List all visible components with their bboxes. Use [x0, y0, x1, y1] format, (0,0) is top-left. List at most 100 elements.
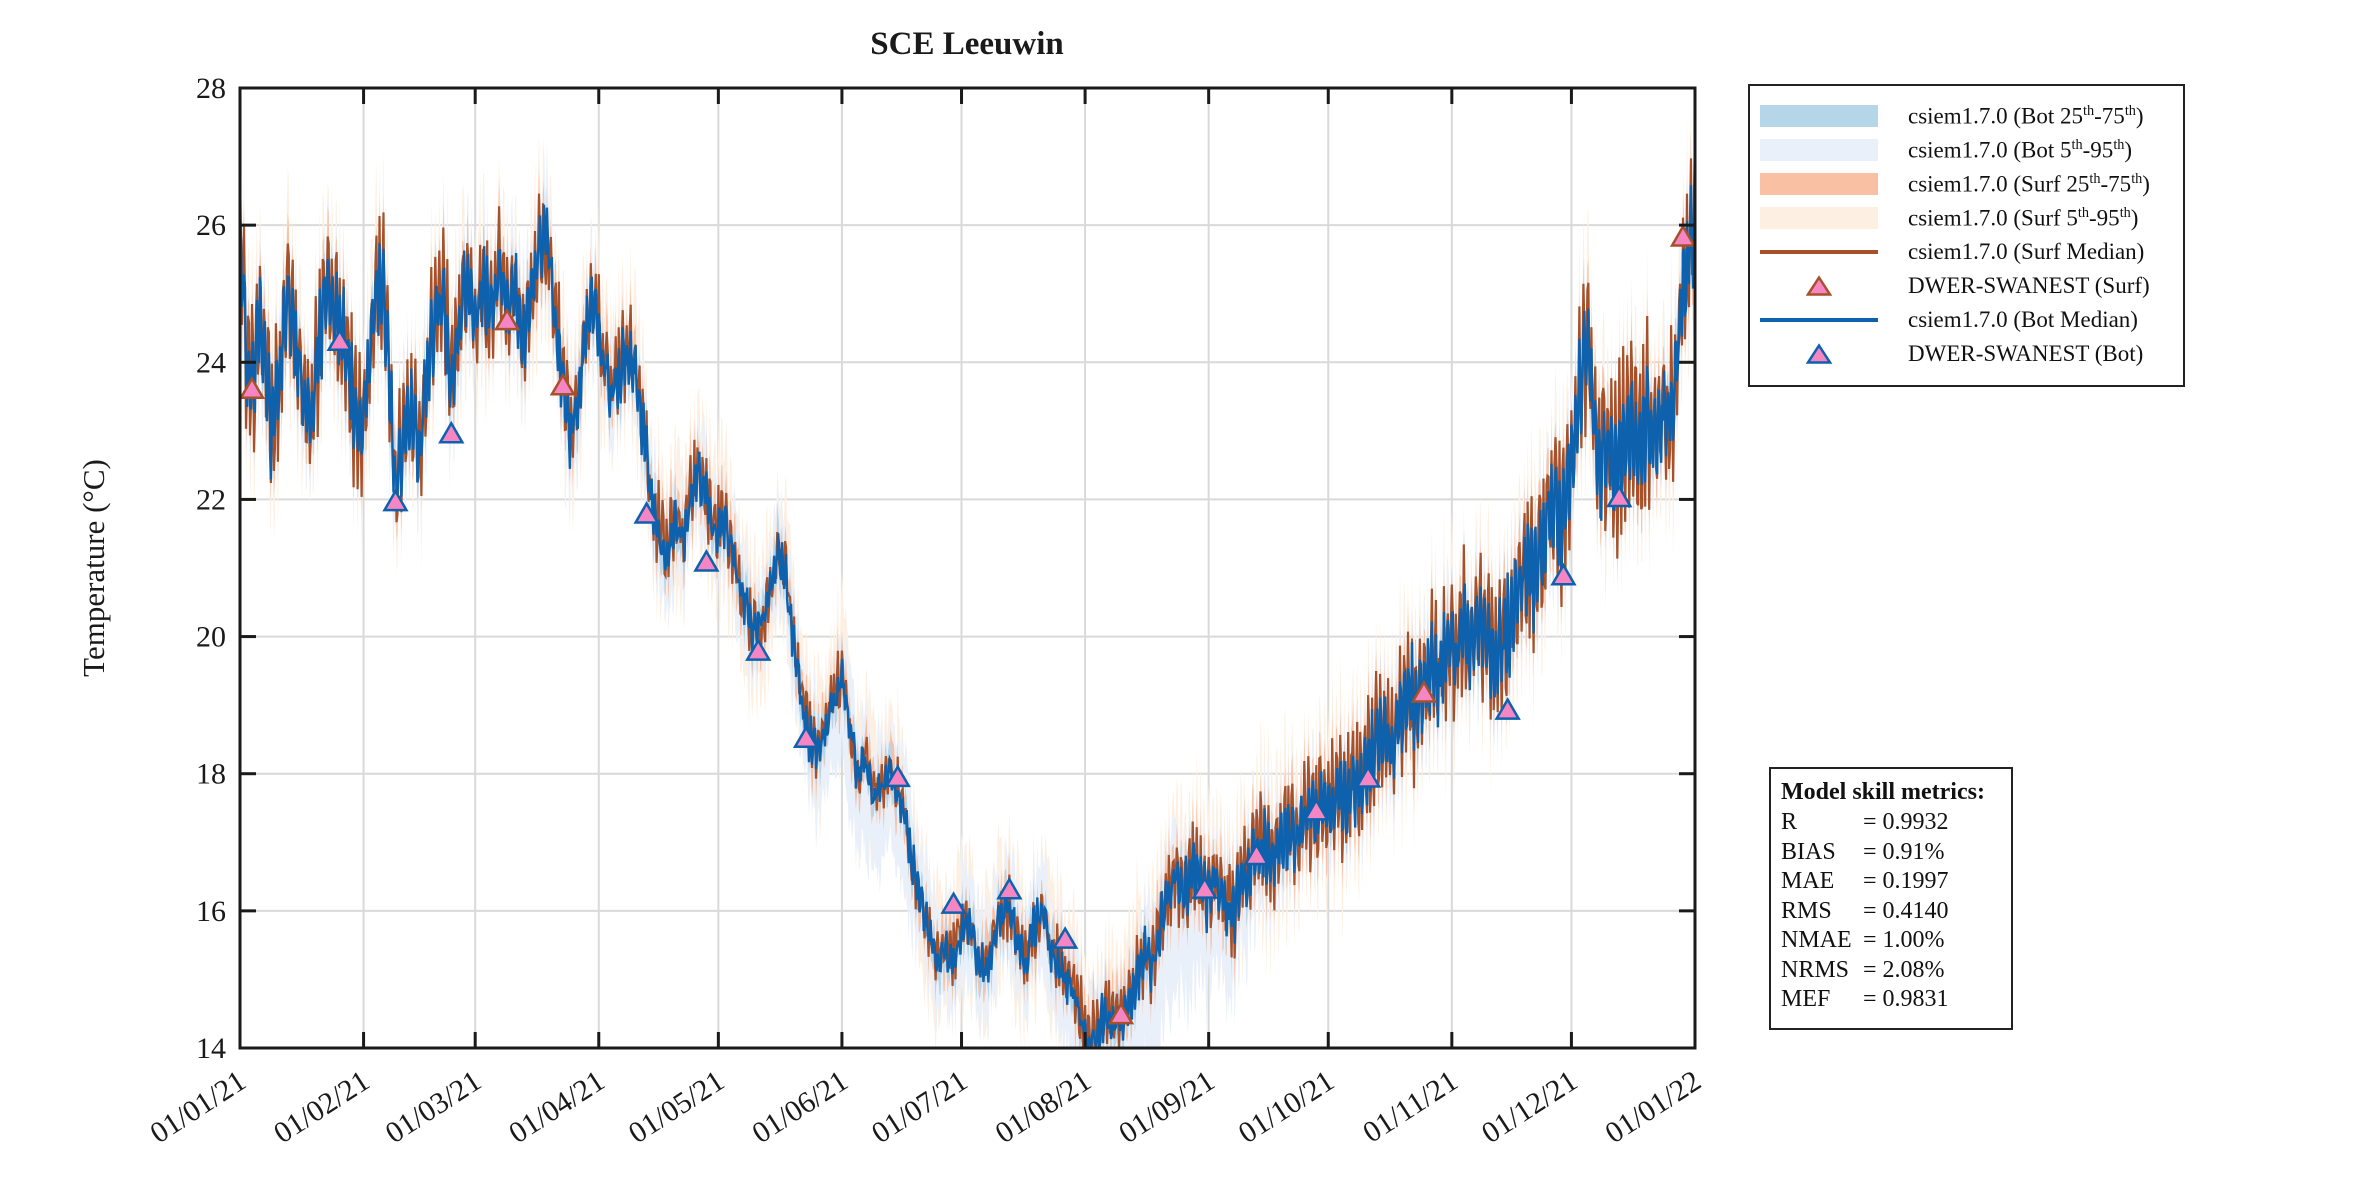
metrics-rows: R = 0.9932 BIAS = 0.91% MAE = 0.1997 RMS = 0.41… [1781, 808, 2005, 1015]
legend: csiem1.7.0 (Bot 25th-75th) csiem1.7.0 (Bo… [1748, 84, 2185, 387]
legend-triangle-marker-icon [1806, 275, 1832, 297]
x-tick-label: 01/09/21 [1113, 1064, 1220, 1150]
legend-entry: DWER-SWANEST (Surf) [1760, 269, 2183, 303]
obs-bot-marker [693, 549, 720, 572]
obs-surf-marker [549, 372, 577, 396]
legend-patch-swatch [1760, 105, 1878, 127]
metric-name: R [1781, 809, 1798, 835]
legend-swatch [1760, 173, 1880, 195]
y-tick-label: 16 [196, 895, 226, 928]
metric-value: = 0.9932 [1863, 809, 1949, 835]
y-tick-label: 18 [196, 758, 226, 791]
legend-entry: DWER-SWANEST (Bot) [1760, 337, 2183, 371]
y-axis-label: Temperature (°C) [76, 459, 111, 677]
legend-entry-label: csiem1.7.0 (Surf 25th-75th) [1908, 170, 2150, 197]
legend-entry-label: DWER-SWANEST (Bot) [1908, 341, 2144, 366]
metric-row: BIAS = 0.91% [1781, 838, 2005, 868]
legend-entry-label: csiem1.7.0 (Bot 25th-75th) [1908, 102, 2144, 129]
x-tick-label: 01/08/21 [989, 1064, 1096, 1150]
obs-bot-marker [792, 725, 820, 748]
legend-entry: csiem1.7.0 (Bot Median) [1760, 303, 2183, 337]
x-tick-label: 01/04/21 [503, 1064, 610, 1150]
obs-surf-marker [240, 376, 266, 399]
obs-bot-marker [884, 764, 911, 788]
obs-surf-marker [1410, 679, 1438, 703]
plot-box [238, 86, 1697, 1050]
y-tick-label: 24 [196, 346, 226, 379]
legend-swatch [1760, 318, 1880, 322]
obs-bot-marker [1051, 926, 1079, 949]
x-tick-label: 01/02/21 [268, 1064, 375, 1150]
legend-entry-label: DWER-SWANEST (Surf) [1908, 273, 2150, 298]
obs-surf-marker [1669, 223, 1695, 247]
metric-name: MEF [1781, 986, 1831, 1012]
obs-bot-marker [1550, 562, 1577, 586]
legend-entry: csiem1.7.0 (Surf Median) [1760, 235, 2183, 269]
metric-name: RMS [1781, 897, 1832, 924]
metric-name: MAE [1781, 868, 1835, 894]
x-tick-label: 01/05/21 [623, 1064, 730, 1150]
metric-name: BIAS [1781, 838, 1836, 865]
legend-entry: csiem1.7.0 (Surf 25th-75th) [1760, 167, 2183, 201]
obs-bot-marker [1354, 765, 1382, 788]
legend-swatch [1760, 207, 1880, 229]
x-tick-label: 01/06/21 [746, 1064, 853, 1150]
metric-row: MEF = 0.9831 [1781, 985, 2005, 1015]
y-tick-label: 26 [196, 209, 226, 242]
x-tick-label: 01/07/21 [866, 1064, 973, 1150]
metric-value: = 2.08% [1863, 956, 1945, 983]
obs-surf-marker [493, 307, 521, 331]
y-tick-label: 14 [196, 1032, 226, 1065]
obs-bot-marker [633, 501, 660, 524]
obs-bot-marker [326, 328, 353, 351]
legend-entry-label: csiem1.7.0 (Surf Median) [1908, 239, 2145, 264]
axes-frame [238, 86, 1697, 1050]
legend-entry: csiem1.7.0 (Bot 25th-75th) [1760, 99, 2183, 133]
metric-value: = 1.00% [1863, 927, 1945, 953]
obs-bot-marker [745, 638, 772, 661]
legend-swatch [1760, 343, 1880, 365]
metric-row: NMAE = 1.00% [1781, 926, 2005, 956]
y-axis-tick-labels: 14 16 18 20 22 24 26 28 [196, 72, 226, 1065]
metrics-title: Model skill metrics: [1781, 779, 1985, 805]
bot-median-line [240, 185, 1695, 1048]
x-tick-label: 01/10/21 [1233, 1064, 1340, 1150]
model-skill-metrics-box: Model skill metrics: R = 0.9932 BIAS = 0.91… [1769, 767, 2013, 1030]
obs-bot-marker [1606, 484, 1633, 508]
legend-entry-label: csiem1.7.0 (Bot Median) [1908, 307, 2138, 332]
legend-entry-label: csiem1.7.0 (Bot 5th-95th) [1908, 136, 2133, 163]
chart-title: SCE Leeuwin [870, 26, 1063, 62]
observation-markers [240, 223, 1695, 1025]
metric-name: NMAE [1781, 927, 1852, 953]
legend-patch-swatch [1760, 173, 1878, 195]
metric-value: = 0.1997 [1863, 868, 1949, 894]
x-tick-label: 01/11/21 [1357, 1064, 1464, 1149]
y-tick-label: 22 [196, 483, 226, 516]
x-tick-label: 01/03/21 [380, 1064, 487, 1150]
obs-bot-marker [996, 876, 1023, 900]
obs-bot-marker [1303, 797, 1330, 821]
y-tick-label: 28 [196, 72, 226, 105]
obs-surf-marker [1107, 1001, 1135, 1025]
x-tick-label: 01/01/22 [1599, 1064, 1706, 1150]
obs-bot-marker [1243, 842, 1270, 866]
obs-bot-marker [1494, 697, 1521, 720]
metric-value: = 0.9831 [1863, 986, 1949, 1012]
obs-bot-marker [1191, 876, 1218, 899]
legend-entry: csiem1.7.0 (Surf 5th-95th) [1760, 201, 2183, 235]
legend-entry-label: csiem1.7.0 (Surf 5th-95th) [1908, 204, 2139, 231]
metric-row: MAE = 0.1997 [1781, 867, 2005, 897]
obs-bot-marker [382, 488, 409, 512]
y-tick-label: 20 [196, 621, 226, 654]
legend-entry: csiem1.7.0 (Bot 5th-95th) [1760, 133, 2183, 167]
x-tick-label: 01/01/21 [144, 1064, 251, 1150]
obs-bot-marker [940, 891, 967, 914]
metric-value: = 0.4140 [1863, 897, 1949, 924]
legend-patch-swatch [1760, 139, 1878, 161]
metric-row: NRMS = 2.08% [1781, 956, 2005, 986]
legend-line-swatch [1760, 318, 1878, 322]
x-tick-label: 01/12/21 [1476, 1064, 1583, 1150]
metric-value: = 0.91% [1863, 838, 1945, 865]
